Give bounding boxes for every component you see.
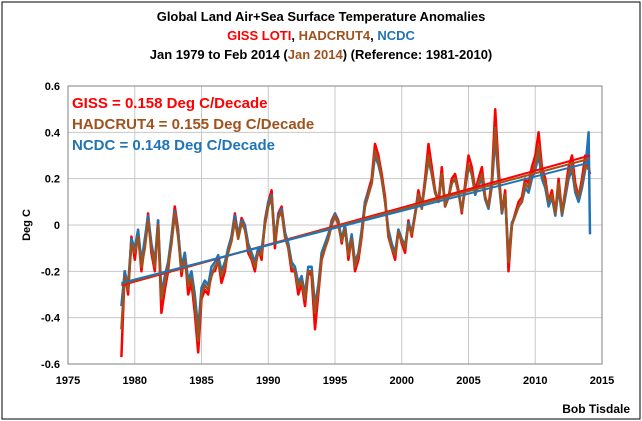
trend-annotation-giss: GISS = 0.158 Deg C/Decade bbox=[72, 95, 268, 112]
y-tick-label: 0.4 bbox=[45, 127, 61, 139]
subtitle-ncdc: NCDC bbox=[377, 28, 415, 43]
period-suffix: ) (Reference: 1981-2010) bbox=[342, 47, 493, 62]
subtitle-sep: , bbox=[370, 28, 378, 43]
trend-annotation-ncdc: NCDC = 0.148 Deg C/Decade bbox=[72, 137, 275, 154]
chart-title: Global Land Air+Sea Surface Temperature … bbox=[156, 9, 486, 24]
subtitle-giss: GISS LOTI bbox=[227, 28, 292, 43]
y-tick-label: 0 bbox=[54, 220, 60, 232]
x-tick-label: 1980 bbox=[123, 375, 147, 387]
y-tick-label: -0.4 bbox=[41, 313, 61, 325]
x-tick-label: 1985 bbox=[189, 375, 213, 387]
series-line-hadcrut4 bbox=[120, 126, 590, 343]
author-credit: Bob Tisdale bbox=[562, 402, 630, 416]
period-prefix: Jan 1979 to Feb 2014 ( bbox=[149, 47, 288, 62]
plot-border bbox=[67, 85, 603, 365]
chart-subtitle-period: Jan 1979 to Feb 2014 (Jan 2014) (Referen… bbox=[0, 47, 642, 62]
trend-annotation-hadcrut4: HADCRUT4 = 0.155 Deg C/Decade bbox=[72, 116, 314, 133]
x-tick-label: 2005 bbox=[456, 375, 480, 387]
trend-line-ncdc bbox=[121, 161, 591, 284]
y-tick-label: 0.6 bbox=[45, 81, 60, 93]
y-tick-label: -0.6 bbox=[41, 359, 60, 371]
x-tick-label: 2015 bbox=[590, 375, 614, 387]
chart-subtitle-datasets: GISS LOTI, HADCRUT4, NCDC bbox=[0, 28, 642, 43]
subtitle-hadcrut4: HADCRUT4 bbox=[298, 28, 371, 43]
subtitle-sep: , bbox=[291, 28, 299, 43]
y-tick-label: -0.2 bbox=[41, 266, 60, 278]
period-hadcrut4-end: Jan 2014 bbox=[287, 47, 343, 62]
x-tick-label: 1975 bbox=[56, 375, 80, 387]
x-tick-label: 2000 bbox=[390, 375, 414, 387]
x-tick-label: 2010 bbox=[523, 375, 547, 387]
x-tick-label: 1995 bbox=[323, 375, 347, 387]
y-tick-label: 0.2 bbox=[45, 174, 60, 186]
y-axis-label: Deg C bbox=[21, 209, 33, 241]
x-tick-label: 1990 bbox=[256, 375, 280, 387]
